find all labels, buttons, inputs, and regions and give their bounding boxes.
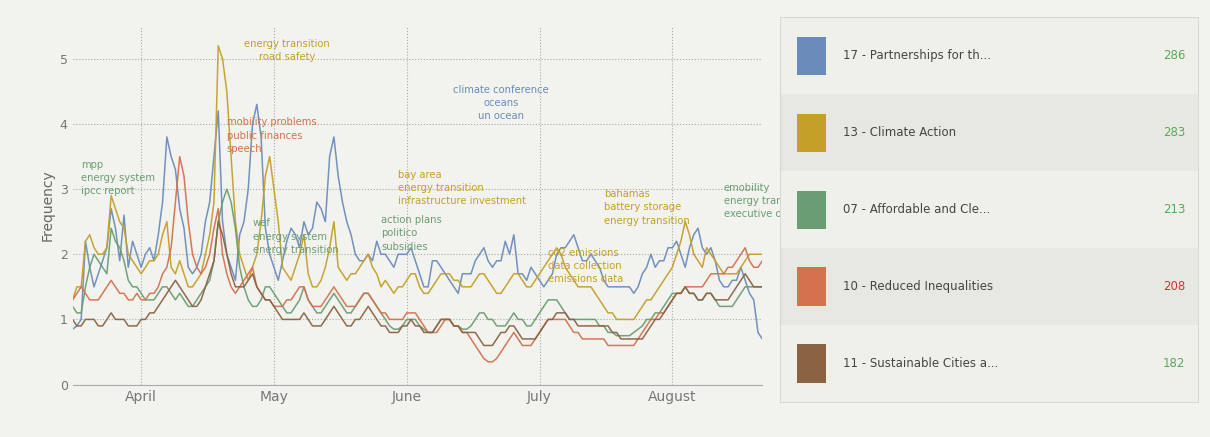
- Text: energy transition
road safety: energy transition road safety: [244, 39, 329, 62]
- Text: 213: 213: [1163, 203, 1186, 216]
- Text: emobility
energy transition
executive officer: emobility energy transition executive of…: [724, 183, 809, 219]
- Text: bahamas
battery storage
energy transition: bahamas battery storage energy transitio…: [604, 189, 690, 225]
- Bar: [797, 191, 826, 229]
- Text: 13 - Climate Action: 13 - Climate Action: [843, 126, 956, 139]
- Text: wef
energy system
energy transition: wef energy system energy transition: [253, 218, 339, 255]
- Bar: [780, 17, 1198, 94]
- Bar: [780, 248, 1198, 325]
- Text: bay area
energy transition
infrastructure investment: bay area energy transition infrastructur…: [398, 170, 526, 206]
- Text: 10 - Reduced Inequalities: 10 - Reduced Inequalities: [843, 280, 993, 293]
- Text: 11 - Sustainable Cities a...: 11 - Sustainable Cities a...: [843, 357, 998, 370]
- Text: 286: 286: [1163, 49, 1186, 62]
- Text: mobility problems
public finances
speech: mobility problems public finances speech: [226, 118, 317, 154]
- Bar: [797, 114, 826, 152]
- Bar: [797, 267, 826, 306]
- Text: 283: 283: [1163, 126, 1186, 139]
- Text: climate conference
oceans
un ocean: climate conference oceans un ocean: [453, 85, 549, 121]
- Bar: [797, 344, 826, 383]
- Bar: [780, 94, 1198, 171]
- Bar: [797, 37, 826, 75]
- Text: co2 emissions
data collection
emissions data: co2 emissions data collection emissions …: [548, 248, 623, 284]
- Bar: [780, 325, 1198, 402]
- Text: 182: 182: [1163, 357, 1186, 370]
- Text: 17 - Partnerships for th...: 17 - Partnerships for th...: [843, 49, 991, 62]
- Y-axis label: Frequency: Frequency: [40, 170, 54, 241]
- Text: 208: 208: [1163, 280, 1186, 293]
- Text: mpp
energy system
ipcc report: mpp energy system ipcc report: [81, 160, 155, 196]
- Text: 07 - Affordable and Cle...: 07 - Affordable and Cle...: [843, 203, 990, 216]
- Bar: [780, 171, 1198, 248]
- Text: action plans
politico
subsidies: action plans politico subsidies: [381, 215, 442, 252]
